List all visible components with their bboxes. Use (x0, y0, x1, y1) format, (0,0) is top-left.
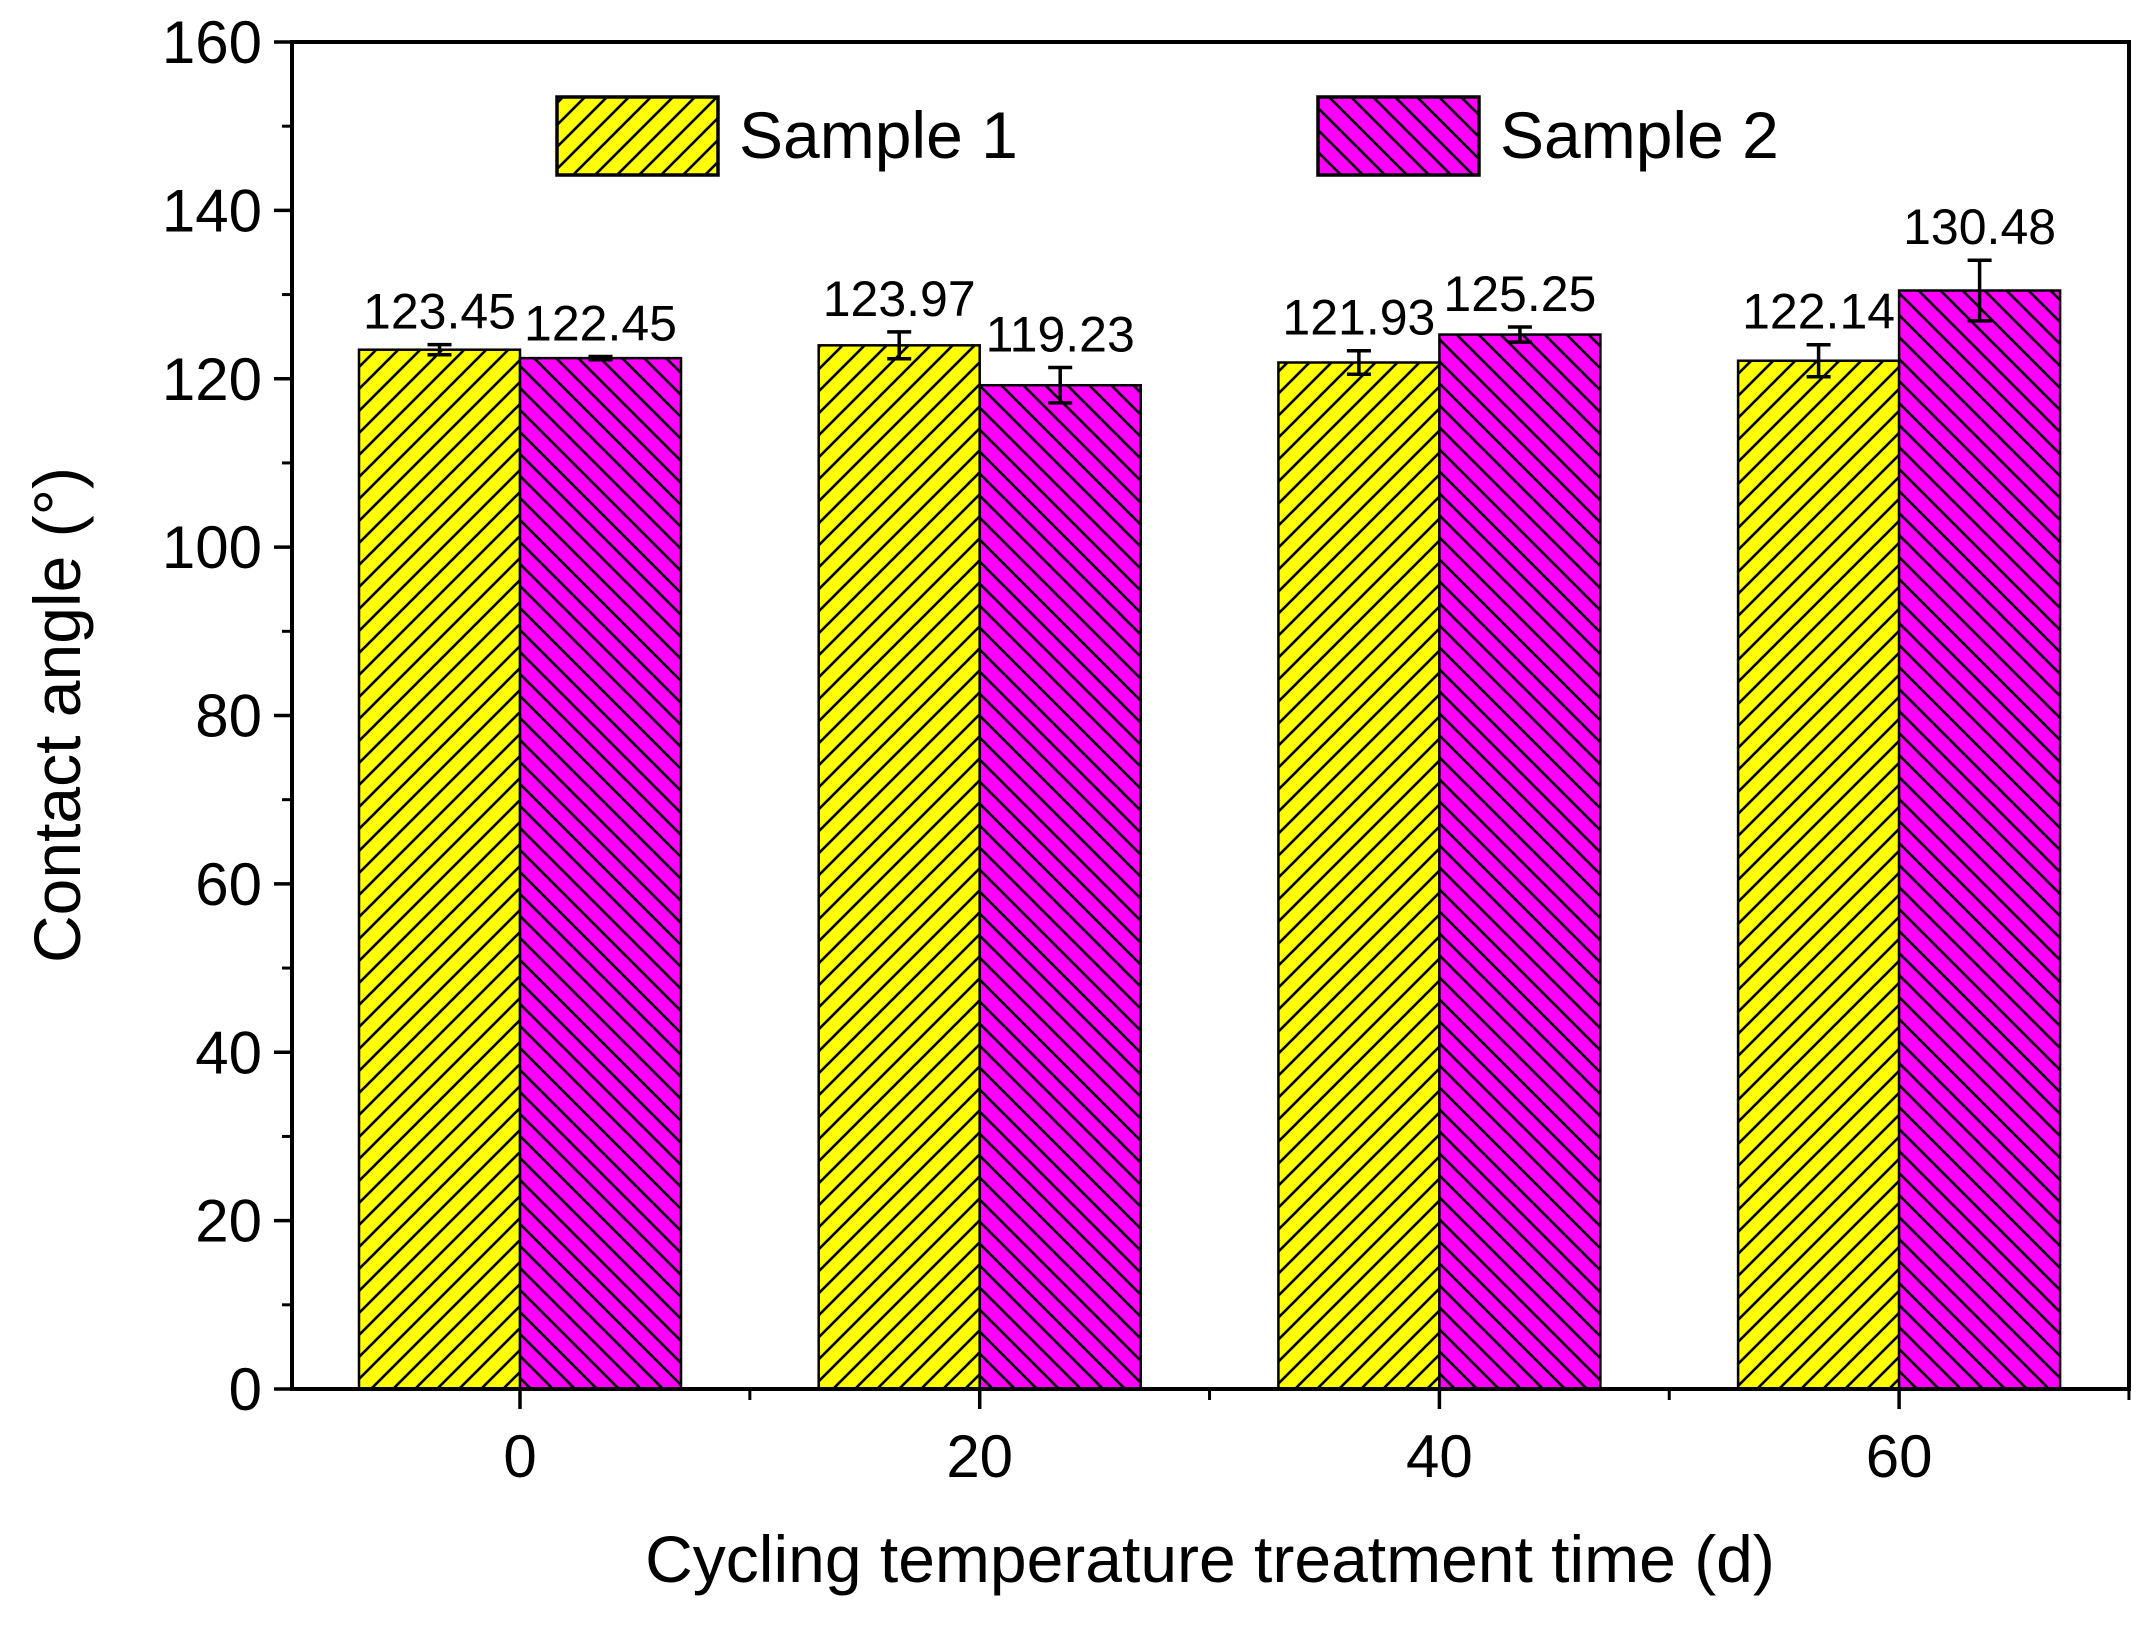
y-tick-label: 160 (162, 9, 262, 76)
data-label-sample1-60: 122.14 (1742, 284, 1895, 340)
bar-sample2-0 (518, 356, 683, 1391)
data-label-sample1-20: 123.97 (823, 271, 976, 327)
y-tick-label: 20 (195, 1188, 262, 1255)
bar-sample1-20 (817, 344, 981, 1391)
y-tick-label: 120 (162, 346, 262, 413)
y-axis: 0 20 40 60 80 100 120 140 160 (162, 9, 292, 1423)
y-tick-label: 80 (195, 683, 262, 750)
data-label-sample1-40: 121.93 (1282, 290, 1435, 346)
error-bars-layer (427, 258, 1992, 405)
x-tick-label: 60 (1866, 1423, 1933, 1490)
error-bar-sample1-60 (1806, 342, 1831, 379)
bar-sample2-60 (1897, 289, 2062, 1391)
legend-swatch-sample-1 (555, 95, 720, 177)
legend-label-sample-2: Sample 2 (1500, 98, 1779, 172)
x-tick-label: 0 (503, 1423, 536, 1490)
x-axis: 0 20 40 60 (503, 1389, 2131, 1490)
x-axis-title: Cycling temperature treatment time (d) (645, 1522, 1775, 1596)
error-bar-sample1-0 (427, 342, 452, 357)
data-label-sample2-40: 125.25 (1443, 266, 1596, 322)
bars-layer (357, 289, 2062, 1391)
error-bar-sample1-20 (887, 330, 912, 361)
error-bar-sample2-40 (1507, 325, 1532, 344)
error-bar-sample2-20 (1048, 365, 1073, 405)
x-tick-label: 40 (1406, 1423, 1473, 1490)
y-tick-label: 0 (229, 1356, 262, 1423)
data-label-sample1-0: 123.45 (363, 284, 516, 340)
error-bar-sample2-60 (1967, 258, 1992, 323)
legend: Sample 1 Sample 2 (555, 95, 1779, 177)
data-labels-layer: 123.45 123.97 121.93 122.14 122.45 119.23 125.… (363, 199, 2056, 362)
bar-sample1-0 (357, 348, 522, 1391)
y-tick-label: 100 (162, 514, 262, 581)
bar-sample2-40 (1438, 333, 1602, 1391)
legend-label-sample-1: Sample 1 (739, 98, 1018, 172)
y-tick-label: 60 (195, 851, 262, 918)
x-tick-label: 20 (946, 1423, 1013, 1490)
y-axis-title: Contact angle (°) (20, 467, 94, 963)
y-tick-label: 140 (162, 177, 262, 244)
legend-swatch-sample-2 (1316, 95, 1481, 177)
data-label-sample2-0: 122.45 (524, 295, 677, 351)
error-bar-sample1-40 (1346, 348, 1371, 377)
bar-sample1-40 (1277, 361, 1441, 1391)
y-tick-label: 40 (195, 1019, 262, 1086)
bar-sample1-60 (1736, 359, 1901, 1391)
data-label-sample2-60: 130.48 (1903, 199, 2056, 255)
error-bar-sample2-0 (588, 354, 613, 362)
data-label-sample2-20: 119.23 (986, 307, 1135, 363)
bar-sample2-20 (978, 383, 1142, 1391)
